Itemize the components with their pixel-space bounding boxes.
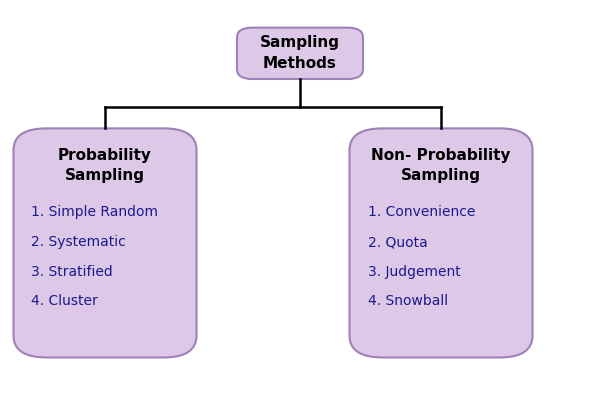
Text: 3. Stratified: 3. Stratified xyxy=(31,265,113,278)
FancyBboxPatch shape xyxy=(13,128,197,357)
Text: 2. Quota: 2. Quota xyxy=(367,235,427,249)
FancyBboxPatch shape xyxy=(237,28,363,79)
Text: 4. Snowball: 4. Snowball xyxy=(367,294,448,308)
Text: 4. Cluster: 4. Cluster xyxy=(31,294,98,308)
Text: Sampling
Methods: Sampling Methods xyxy=(260,35,340,71)
Text: 2. Systematic: 2. Systematic xyxy=(31,235,126,249)
Text: 1. Convenience: 1. Convenience xyxy=(367,205,475,219)
Text: 1. Simple Random: 1. Simple Random xyxy=(31,205,158,219)
Text: Non- Probability
Sampling: Non- Probability Sampling xyxy=(371,148,511,183)
Text: 3. Judgement: 3. Judgement xyxy=(367,265,460,278)
Text: Probability
Sampling: Probability Sampling xyxy=(58,148,152,183)
FancyBboxPatch shape xyxy=(349,128,533,357)
